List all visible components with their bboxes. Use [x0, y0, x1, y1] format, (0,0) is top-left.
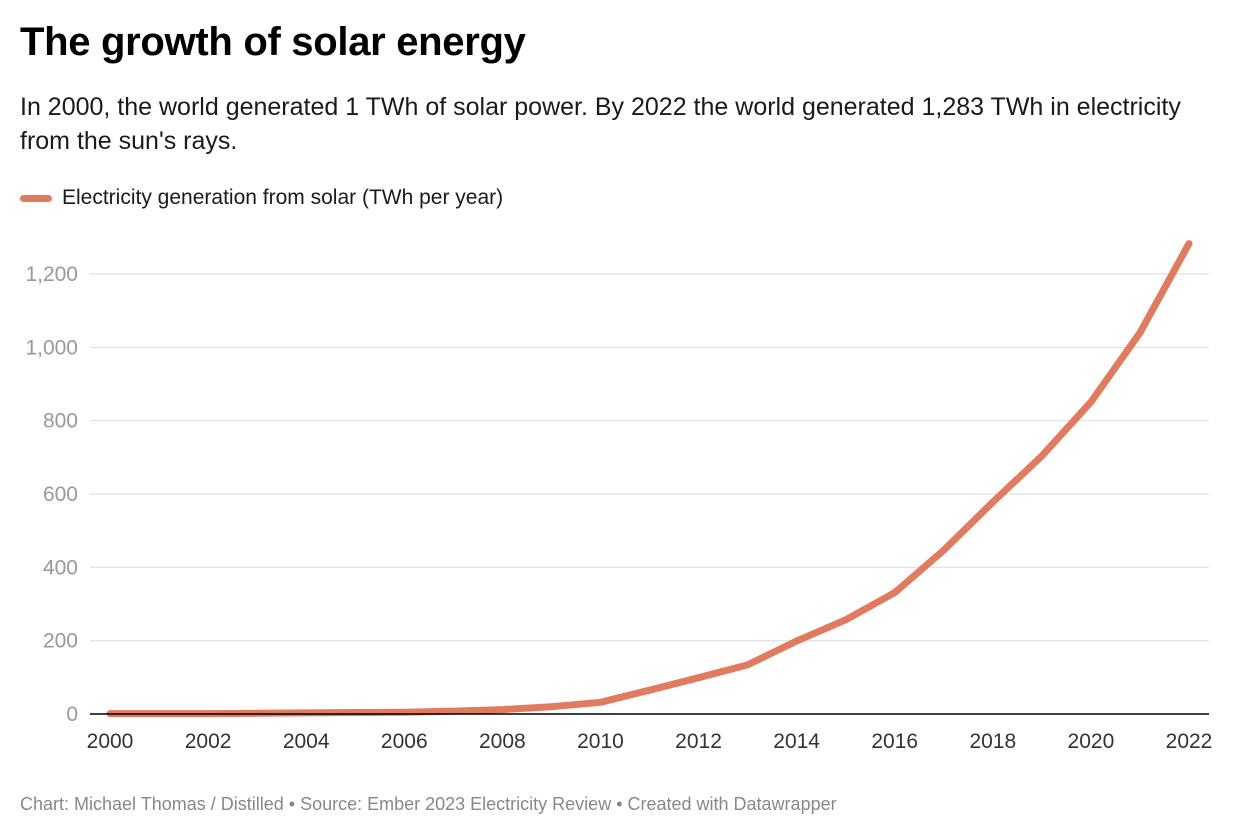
- line-chart: 0 200 400 600 800 1,000 1,200 2000 2002 2004 2006…: [25, 240, 1213, 753]
- x-tick-label: 2020: [1068, 730, 1115, 753]
- series-line-solar: [106, 240, 1193, 718]
- x-tick-label: 2000: [87, 730, 134, 753]
- x-axis-labels: 2000 2002 2004 2006 2008 2010 2012 2014 2016 2018…: [87, 730, 1213, 753]
- x-tick-label: 2002: [185, 730, 232, 753]
- chart-title: The growth of solar energy: [20, 20, 526, 64]
- series-layer: [106, 240, 1193, 718]
- y-tick-label: 200: [43, 630, 78, 653]
- y-tick-label: 1,000: [25, 336, 78, 359]
- legend: Electricity generation from solar (TWh p…: [20, 186, 503, 210]
- y-tick-label: 600: [43, 483, 78, 506]
- x-tick-label: 2018: [969, 730, 1016, 753]
- x-tick-label: 2012: [675, 730, 722, 753]
- y-tick-label: 800: [43, 410, 78, 433]
- legend-label: Electricity generation from solar (TWh p…: [62, 186, 504, 209]
- x-tick-label: 2006: [381, 730, 428, 753]
- legend-swatch: [20, 194, 52, 202]
- x-tick-label: 2008: [479, 730, 526, 753]
- y-axis-labels: 0 200 400 600 800 1,000 1,200: [25, 263, 78, 726]
- x-tick-label: 2010: [577, 730, 624, 753]
- y-tick-label: 400: [43, 556, 78, 579]
- x-tick-label: 2004: [283, 730, 330, 753]
- y-tick-label: 0: [66, 703, 78, 726]
- x-tick-label: 2014: [773, 730, 820, 753]
- x-tick-label: 2022: [1166, 730, 1213, 753]
- y-tick-label: 1,200: [25, 263, 78, 286]
- x-tick-label: 2016: [871, 730, 918, 753]
- chart-subtitle: In 2000, the world generated 1 TWh of so…: [20, 93, 1181, 155]
- gridlines: [90, 273, 1209, 642]
- chart-footer: Chart: Michael Thomas / Distilled • Sour…: [20, 794, 837, 814]
